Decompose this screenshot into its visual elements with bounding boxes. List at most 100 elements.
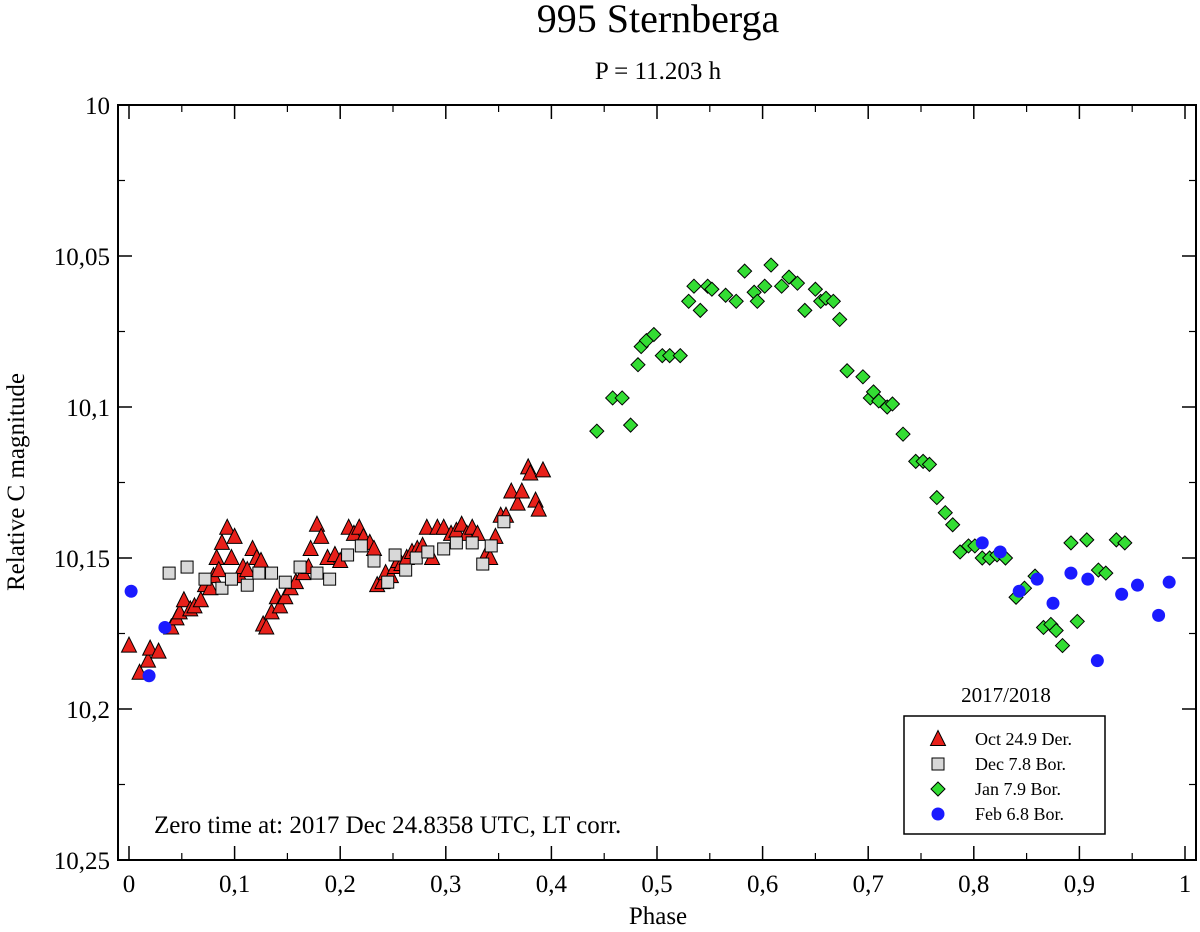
data-point (921, 456, 938, 473)
data-point (435, 518, 452, 535)
y-tick-label: 10,05 (54, 244, 110, 271)
data-point (839, 363, 855, 379)
data-point (1054, 637, 1071, 654)
data-point (1064, 566, 1078, 580)
x-axis-label: Phase (629, 903, 687, 930)
data-point (534, 460, 552, 478)
data-point (993, 545, 1007, 559)
chart-title: 995 Sternberga (537, 0, 780, 41)
data-point (150, 642, 167, 659)
data-point (257, 617, 275, 635)
data-point (728, 293, 744, 310)
data-point (302, 539, 319, 556)
data-point (1081, 572, 1095, 586)
y-axis: 10 10,05 10,1 10,15 10,2 10,25 (54, 93, 1196, 875)
data-point (944, 517, 961, 533)
y-tick-label: 10,2 (66, 697, 110, 724)
data-point (421, 545, 435, 559)
data-point (895, 426, 911, 442)
data-point (278, 575, 292, 589)
data-point (308, 515, 326, 532)
data-point (162, 566, 176, 580)
x-tick-label: 0 (123, 871, 136, 898)
data-point (622, 417, 639, 433)
data-point (210, 560, 228, 578)
x-tick-label: 0,4 (536, 871, 568, 898)
data-point (1117, 535, 1133, 551)
data-point (341, 548, 355, 562)
data-point (1130, 578, 1144, 592)
y-tick-label: 10 (85, 93, 110, 120)
data-point (484, 539, 498, 553)
data-point (692, 302, 709, 319)
data-point (388, 548, 402, 562)
data-point (1069, 613, 1085, 630)
series-2 (589, 257, 1133, 654)
data-point (215, 581, 229, 595)
data-point (929, 489, 945, 506)
series-1 (162, 515, 511, 595)
legend-label: Dec 7.8 Bor. (975, 754, 1066, 774)
x-tick-label: 0,8 (958, 871, 989, 898)
data-point (312, 527, 330, 544)
legend-label: Oct 24.9 Der. (975, 729, 1072, 749)
data-point (323, 572, 337, 586)
data-point (797, 302, 813, 319)
legend-marker (931, 807, 945, 821)
legend-marker (931, 757, 945, 771)
x-tick-label: 0,7 (853, 871, 884, 898)
data-point (418, 518, 436, 535)
data-point (293, 560, 307, 574)
data-point (736, 263, 753, 279)
data-point (646, 326, 662, 343)
legend-label: Feb 6.8 Bor. (975, 804, 1064, 824)
data-point (142, 669, 156, 683)
data-point (202, 578, 219, 596)
data-point (139, 651, 157, 668)
data-point (1012, 584, 1026, 598)
data-point (208, 548, 225, 565)
data-point (476, 557, 490, 571)
data-point (1046, 596, 1060, 610)
data-point (831, 311, 848, 328)
data-point (223, 548, 240, 565)
data-point (1152, 608, 1166, 622)
data-point (409, 551, 423, 565)
data-point (680, 293, 697, 310)
data-point (124, 584, 138, 598)
data-point (354, 539, 368, 553)
data-point (502, 481, 520, 499)
data-point (226, 527, 243, 544)
chart-subtitle: P = 11.203 h (595, 58, 722, 85)
data-point (240, 578, 254, 592)
x-tick-label: 0,5 (641, 871, 672, 898)
data-point (789, 275, 806, 291)
data-point (120, 635, 138, 653)
x-tick-label: 0,1 (219, 871, 250, 898)
x-tick-label: 0,6 (747, 871, 778, 898)
legend-label: Jan 7.9 Bor. (975, 779, 1061, 799)
data-point (1115, 587, 1129, 601)
data-point (287, 572, 305, 590)
legend-title: 2017/2018 (961, 683, 1051, 707)
data-point (937, 504, 953, 521)
data-point (192, 590, 210, 608)
data-point (884, 396, 901, 412)
zero-time-annotation: Zero time at: 2017 Dec 24.8358 UTC, LT c… (154, 812, 621, 839)
data-point (381, 575, 395, 589)
data-point (276, 587, 294, 605)
legend-marker (930, 781, 946, 797)
data-point (198, 572, 212, 586)
data-point (213, 533, 231, 550)
data-point (1048, 622, 1064, 639)
data-points (120, 257, 1176, 683)
data-point (975, 536, 989, 550)
data-point (158, 620, 172, 634)
data-point (589, 423, 605, 439)
data-point (449, 536, 463, 550)
data-point (141, 638, 159, 656)
data-point (310, 566, 324, 580)
data-point (855, 369, 871, 385)
data-point (224, 572, 238, 586)
